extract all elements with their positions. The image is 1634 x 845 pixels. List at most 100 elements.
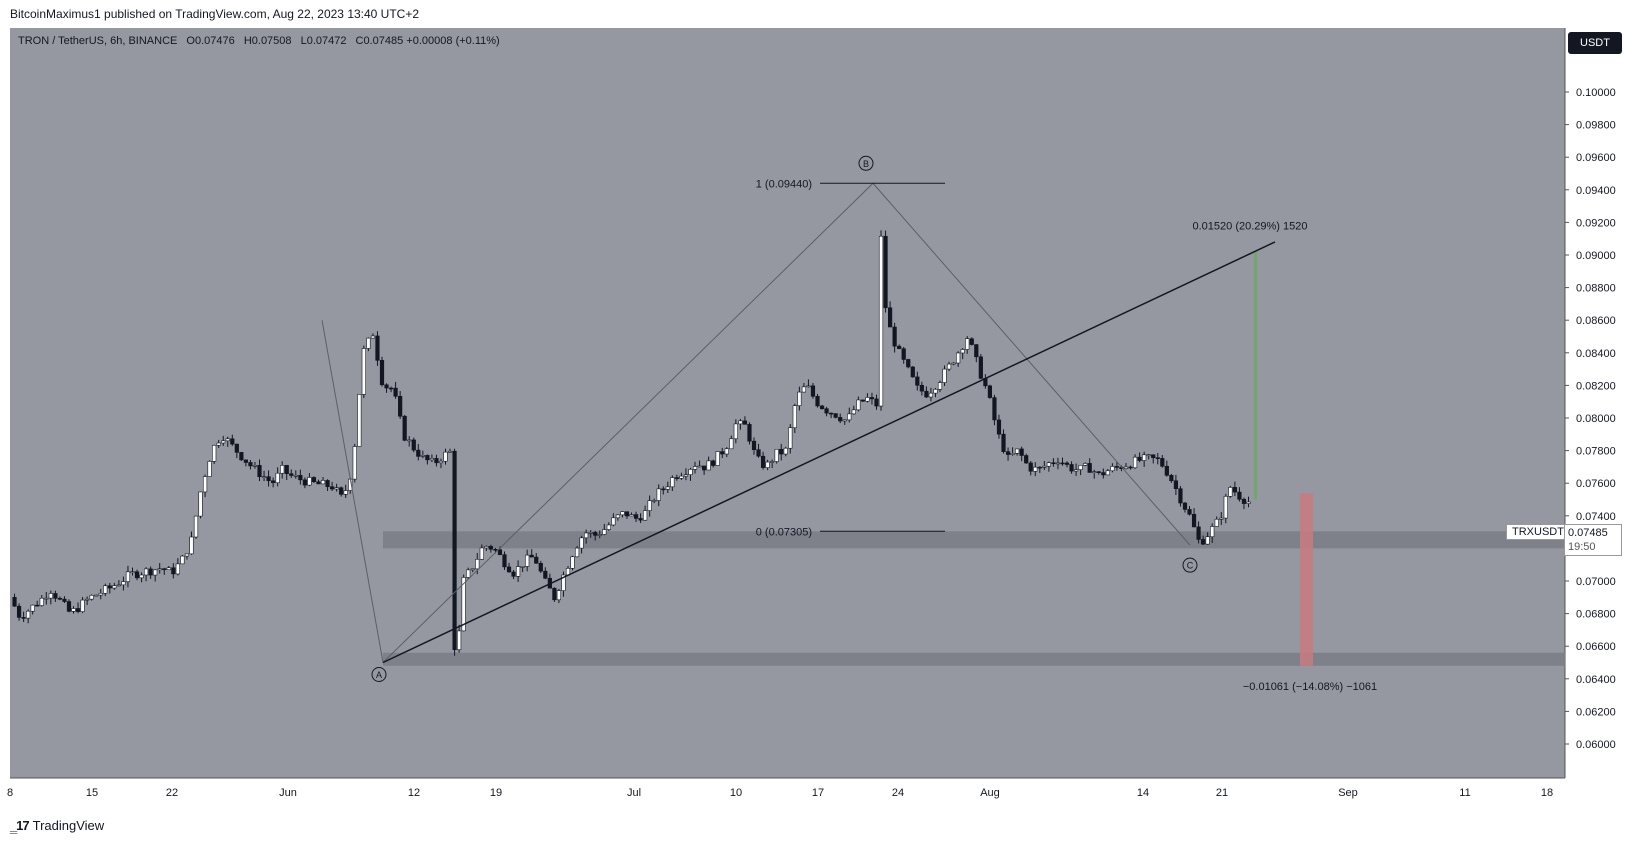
price-tick-label: 0.06800	[1576, 609, 1616, 621]
candle-body	[910, 366, 915, 378]
candle-body	[1178, 488, 1183, 504]
candle-body	[261, 476, 267, 478]
candle-body	[951, 362, 956, 365]
upside-target-bar	[1254, 251, 1257, 500]
candle-body	[1128, 466, 1133, 469]
candle-body	[1033, 466, 1038, 472]
candle-body	[652, 500, 657, 502]
candle-body	[189, 536, 194, 555]
candle-body	[198, 491, 203, 517]
candle-body	[760, 455, 766, 468]
time-tick-label: 17	[812, 787, 824, 799]
candle-body	[420, 455, 425, 457]
candle-body	[1246, 501, 1251, 504]
price-tick-label: 0.07800	[1576, 446, 1616, 458]
time-axis-background	[10, 778, 1565, 808]
candle-body	[906, 359, 911, 368]
price-axis-background	[1565, 28, 1634, 808]
drawings: A B C 1 (0.09440) 0 (0.07305) 0.01520 (20.29%…	[321, 155, 1377, 693]
price-tick-label: 0.09400	[1576, 185, 1616, 197]
candle-body	[674, 477, 679, 479]
chart-frame[interactable]: A B C 1 (0.09440) 0 (0.07305) 0.01520 (20.29%…	[0, 28, 1634, 808]
candle-body	[153, 569, 158, 576]
price-tick-label: 0.10000	[1576, 87, 1616, 99]
candle-body	[715, 451, 720, 466]
candle-body	[320, 480, 326, 485]
candle-body	[937, 382, 943, 390]
price-chart[interactable]: A B C 1 (0.09440) 0 (0.07305) 0.01520 (20.29%…	[0, 28, 1634, 808]
candle-body	[511, 571, 516, 577]
candle-body	[352, 446, 357, 480]
candle-body	[1160, 458, 1165, 467]
candle-body	[461, 577, 466, 632]
candle-body	[1223, 496, 1228, 519]
last-price-tag: 0.07485 19:50	[1564, 524, 1622, 556]
candle-body	[357, 394, 362, 447]
candle-body	[1142, 454, 1147, 461]
candle-body	[892, 326, 897, 347]
candle-body	[1132, 456, 1138, 469]
candle-body	[470, 568, 475, 571]
symbol-legend: TRON / TetherUS, 6h, BINANCE O0.07476 H0…	[18, 35, 500, 47]
last-price-value: 0.07485	[1568, 527, 1608, 539]
candle-body	[942, 368, 947, 383]
candle-body	[946, 363, 952, 370]
candle-body	[1169, 474, 1174, 482]
candle-body	[897, 345, 902, 350]
candle-body	[230, 438, 235, 445]
candle-body	[987, 385, 993, 398]
low-value: 0.07472	[306, 35, 347, 47]
downside-target-label: −0.01061 (−14.08%) −1061	[1243, 681, 1377, 693]
currency-button[interactable]: USDT	[1568, 32, 1622, 54]
candle-body	[1001, 433, 1006, 452]
tradingview-logo[interactable]: ‗17 TradingView	[10, 818, 104, 833]
price-tick-label: 0.08200	[1576, 380, 1616, 392]
candle-body	[57, 598, 63, 600]
change-value: +0.00008 (+0.11%)	[406, 35, 500, 47]
price-tick-label: 0.09200	[1576, 217, 1616, 229]
candle-body	[1114, 466, 1120, 468]
candle-body	[865, 397, 870, 402]
tradingview-logo-icon: ‗17	[10, 818, 30, 833]
candle-body	[965, 338, 970, 350]
candle-body	[924, 390, 929, 398]
candle-body	[556, 590, 562, 601]
price-tick-label: 0.08600	[1576, 315, 1616, 327]
candle-body	[388, 387, 394, 390]
candle-body	[402, 415, 407, 441]
candle-body	[85, 598, 90, 601]
candle-body	[593, 532, 598, 536]
candle-body	[597, 534, 602, 536]
candle-body	[742, 420, 748, 425]
price-tick-label: 0.09600	[1576, 152, 1616, 164]
candle-body	[175, 563, 180, 575]
price-tick-label: 0.08000	[1576, 413, 1616, 425]
candle-body	[515, 566, 521, 577]
candle-body	[1046, 462, 1051, 467]
candle-body	[35, 604, 40, 607]
candle-body	[1092, 471, 1097, 473]
candle-body	[638, 518, 643, 521]
candle-body	[493, 548, 498, 551]
candle-body	[1232, 487, 1237, 493]
candle-body	[466, 569, 471, 578]
candle-body	[806, 385, 811, 388]
candle-body	[874, 398, 879, 407]
candle-body	[810, 385, 816, 397]
price-tick-label: 0.06200	[1576, 706, 1616, 718]
time-tick-label: 21	[1216, 787, 1228, 799]
candle-body	[166, 567, 171, 571]
candle-body	[529, 554, 534, 558]
open-value: 0.07476	[194, 35, 235, 47]
time-tick-label: 18	[1541, 787, 1553, 799]
wave-label: C	[1187, 561, 1194, 571]
candle-body	[370, 335, 376, 339]
candle-body	[89, 595, 94, 600]
candle-body	[130, 571, 135, 574]
candle-body	[624, 511, 630, 517]
candle-body	[293, 475, 298, 477]
candle-body	[1010, 453, 1015, 455]
symbol-price-tag: TRXUSDT	[1506, 524, 1570, 540]
candle-body	[243, 459, 249, 463]
candle-body	[933, 388, 938, 394]
